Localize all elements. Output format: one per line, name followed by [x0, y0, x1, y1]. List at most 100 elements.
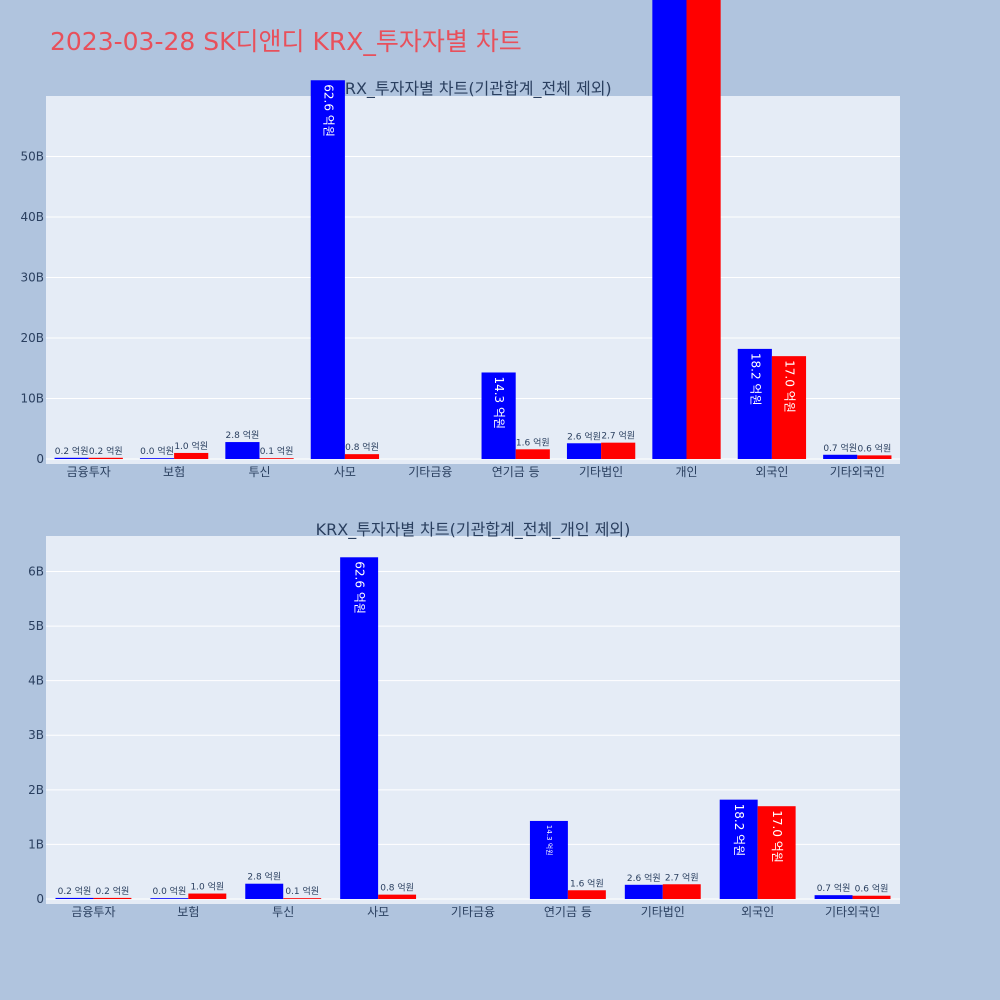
x-tick-label: 기타외국인: [825, 905, 880, 919]
data-label: 0.7 억원: [817, 882, 851, 894]
y-tick-label: 2B: [28, 783, 44, 797]
y-tick-label: 30B: [20, 271, 44, 285]
data-label: 1.0 억원: [190, 881, 224, 893]
bar-sell: [662, 884, 701, 899]
data-label: 1.6 억원: [516, 436, 550, 448]
data-label: 2.7 억원: [601, 430, 635, 442]
bar-buy: [481, 372, 516, 459]
data-label: 62.6 억원: [353, 561, 367, 614]
bar-buy: [719, 799, 758, 899]
data-label: 0.2 억원: [89, 445, 123, 457]
data-label: 2.7 억원: [665, 871, 699, 883]
y-tick-label: 4B: [28, 674, 44, 688]
x-tick-label: 연기금 등: [492, 465, 540, 479]
y-tick-label: 3B: [28, 728, 44, 742]
bar-buy: [652, 0, 687, 459]
bar-sell: [93, 897, 132, 899]
bar-buy: [624, 884, 663, 899]
y-tick-label: 0: [36, 452, 44, 466]
bar-buy: [225, 442, 260, 459]
chart-panel-1: 0 10B 20B 30B 40B 50B KRX_투자자별 차트(기관합계_전체 제외) 금…: [20, 0, 900, 479]
x-tick-label: 기타법인: [641, 905, 685, 919]
data-label: 0.0 억원: [152, 885, 186, 897]
bar-sell: [515, 449, 550, 459]
x-tick-label: 기타금융: [408, 465, 452, 479]
data-label: 0.2 억원: [96, 885, 130, 897]
data-label: 62.6 억원: [321, 84, 335, 137]
bar-sell: [283, 898, 322, 899]
data-label: 18.2 억원: [732, 804, 746, 857]
page-title: 2023-03-28 SK디앤디 KRX_투자자별 차트: [50, 27, 522, 56]
bar-buy: [245, 883, 284, 899]
x-tick-label: 투신: [272, 905, 294, 919]
data-label: 17.0 억원: [782, 360, 796, 413]
data-label: 0.6 억원: [858, 442, 892, 454]
bar-sell: [852, 895, 891, 899]
x-tick-label: 기타금융: [451, 905, 495, 919]
data-label: 2.6 억원: [567, 430, 601, 442]
chart-title: KRX_투자자별 차트(기관합계_전체 제외): [334, 79, 611, 99]
y-tick-label: 0: [36, 892, 44, 906]
bar-buy: [823, 454, 858, 459]
bar-sell: [378, 894, 417, 899]
data-label: 14.3 억원: [492, 376, 506, 429]
bar-sell: [686, 0, 721, 459]
data-label: 0.6 억원: [855, 883, 889, 895]
data-label: 0.8 억원: [380, 882, 414, 894]
bar-sell: [567, 890, 606, 899]
y-tick-label: 40B: [20, 210, 44, 224]
data-label: 2.8 억원: [226, 429, 260, 441]
data-label: 0.2 억원: [58, 885, 92, 897]
data-label: 1.6 억원: [570, 877, 604, 889]
x-tick-label: 기타법인: [579, 465, 623, 479]
bar-buy: [55, 897, 94, 899]
bar-sell: [188, 893, 227, 899]
data-label: 14.3 억원: [545, 825, 554, 856]
x-tick-label: 사모: [367, 905, 389, 919]
data-label: 0.1 억원: [285, 885, 319, 897]
bar-sell: [757, 806, 796, 899]
data-label: 0.2 억원: [55, 445, 89, 457]
x-tick-label: 기타외국인: [830, 465, 885, 479]
bar-buy: [310, 80, 345, 460]
bar-buy: [150, 898, 189, 899]
data-label: 17.0 억원: [770, 810, 784, 863]
y-tick-label: 6B: [28, 564, 44, 578]
x-tick-label: 연기금 등: [544, 905, 592, 919]
y-tick-label: 10B: [20, 392, 44, 406]
y-tick-label: 5B: [28, 619, 44, 633]
data-label: 2.8 억원: [247, 871, 281, 883]
bar-sell: [771, 356, 807, 459]
data-label: 0.0 억원: [140, 445, 174, 457]
x-tick-label: 개인: [675, 465, 697, 479]
bar-buy: [737, 348, 772, 459]
bar-buy: [139, 458, 175, 459]
data-label: 2.6 억원: [627, 872, 661, 884]
chart-panel-2: 0 1B 2B 3B 4B 5B 6B KRX_투자자별 차트(기관합계_전체_개인 제외) 금…: [28, 520, 900, 919]
bar-buy: [566, 443, 602, 459]
x-tick-label: 외국인: [741, 905, 774, 919]
y-tick-label: 20B: [20, 331, 44, 345]
bar-buy: [340, 557, 379, 899]
bar-buy: [814, 895, 853, 899]
bar-sell: [174, 452, 209, 459]
bar-sell: [344, 454, 380, 459]
x-tick-label: 금융투자: [67, 465, 111, 479]
data-label: 0.1 억원: [260, 445, 294, 457]
chart-title: KRX_투자자별 차트(기관합계_전체_개인 제외): [316, 520, 631, 540]
x-tick-label: 외국인: [755, 465, 788, 479]
x-tick-label: 투신: [248, 465, 270, 479]
bar-sell: [601, 442, 636, 459]
x-tick-label: 사모: [334, 465, 356, 479]
bar-sell: [88, 457, 123, 459]
x-tick-label: 보험: [177, 905, 199, 919]
data-label: 0.7 억원: [823, 442, 857, 454]
bar-buy: [54, 457, 89, 459]
bar-buy: [529, 820, 568, 899]
bar-sell: [857, 455, 892, 459]
data-label: 18.2 억원: [748, 353, 762, 406]
data-label: 1.0 억원: [174, 440, 208, 452]
bar-sell: [259, 458, 294, 459]
x-tick-label: 보험: [163, 465, 185, 479]
